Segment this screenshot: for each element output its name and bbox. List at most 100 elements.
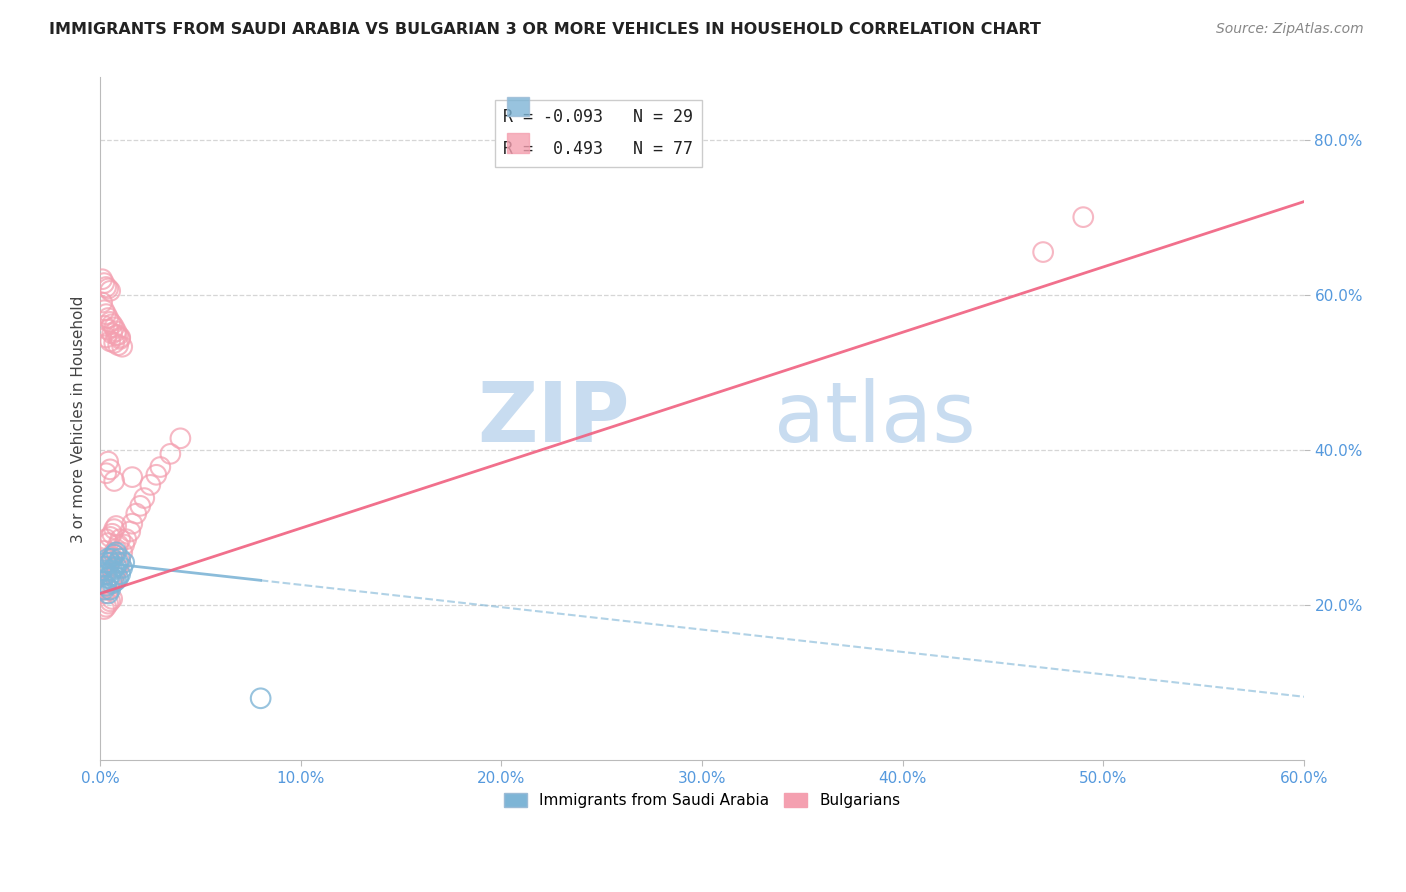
Point <box>108 551 131 566</box>
Point <box>145 467 167 482</box>
Point <box>98 315 121 329</box>
Point <box>97 454 120 468</box>
Bar <box>508 97 529 116</box>
Point <box>101 576 124 591</box>
Point <box>134 491 156 505</box>
Point <box>98 556 121 570</box>
Text: ZIP: ZIP <box>477 378 630 459</box>
Point <box>1071 210 1094 224</box>
Point <box>111 545 134 559</box>
Point <box>97 586 120 600</box>
Point <box>107 328 129 343</box>
Point <box>121 470 143 484</box>
Point <box>129 499 152 513</box>
Point <box>112 538 135 552</box>
Point <box>94 567 117 582</box>
Point <box>93 544 115 558</box>
Point <box>105 328 128 343</box>
Point <box>149 460 172 475</box>
Point <box>103 545 125 559</box>
Point <box>94 556 117 570</box>
Point <box>98 530 121 544</box>
Point <box>105 545 128 559</box>
Point <box>91 574 114 589</box>
Point <box>93 303 115 318</box>
Point <box>111 561 134 575</box>
Point <box>105 559 128 574</box>
Point <box>107 571 129 585</box>
Point <box>105 519 128 533</box>
Point <box>101 591 124 606</box>
Point <box>93 559 115 574</box>
Point <box>103 474 125 488</box>
Y-axis label: 3 or more Vehicles in Household: 3 or more Vehicles in Household <box>72 295 86 542</box>
Point <box>103 548 125 562</box>
Bar <box>508 134 529 153</box>
Point <box>101 549 124 564</box>
Point <box>107 561 129 575</box>
Point <box>93 567 115 582</box>
Point <box>101 526 124 541</box>
Point <box>159 447 181 461</box>
Point <box>98 462 121 476</box>
Point <box>107 538 129 552</box>
Point <box>91 563 114 577</box>
Point <box>108 556 131 570</box>
Point <box>94 307 117 321</box>
Point <box>94 532 117 546</box>
Text: IMMIGRANTS FROM SAUDI ARABIA VS BULGARIAN 3 OR MORE VEHICLES IN HOUSEHOLD CORREL: IMMIGRANTS FROM SAUDI ARABIA VS BULGARIA… <box>49 22 1040 37</box>
Point <box>103 561 125 575</box>
Point <box>105 574 128 588</box>
Point <box>103 320 125 334</box>
Point <box>97 536 120 550</box>
Point <box>97 559 120 574</box>
Point <box>108 532 131 546</box>
Point <box>105 566 128 580</box>
Point <box>120 524 142 539</box>
Point <box>94 579 117 593</box>
Point <box>91 582 114 597</box>
Legend: Immigrants from Saudi Arabia, Bulgarians: Immigrants from Saudi Arabia, Bulgarians <box>498 787 907 814</box>
Point <box>97 311 120 326</box>
Text: R = -0.093   N = 29
R =  0.493   N = 77: R = -0.093 N = 29 R = 0.493 N = 77 <box>503 108 693 158</box>
Point <box>94 599 117 614</box>
Point <box>97 281 120 295</box>
Point <box>101 574 124 588</box>
Text: Source: ZipAtlas.com: Source: ZipAtlas.com <box>1216 22 1364 37</box>
Point <box>108 567 131 582</box>
Point <box>94 467 117 481</box>
Point <box>101 551 124 566</box>
Point <box>93 276 115 290</box>
Point <box>97 597 120 611</box>
Point <box>98 568 121 582</box>
Point <box>103 568 125 582</box>
Point <box>1032 245 1054 260</box>
Point <box>97 323 120 337</box>
Point <box>98 594 121 608</box>
Point <box>98 582 121 597</box>
Point <box>107 556 129 570</box>
Point <box>101 326 124 341</box>
Point <box>93 602 115 616</box>
Point <box>93 582 115 597</box>
Point <box>91 272 114 286</box>
Point <box>91 559 114 574</box>
Point <box>98 576 121 591</box>
Point <box>107 338 129 352</box>
Point <box>93 318 115 333</box>
Point <box>94 280 117 294</box>
Point <box>108 330 131 344</box>
Point <box>97 582 120 597</box>
Point <box>91 295 114 310</box>
Point <box>121 516 143 531</box>
Point <box>103 522 125 536</box>
Point <box>115 532 138 546</box>
Point <box>94 556 117 570</box>
Point <box>97 571 120 585</box>
Point <box>105 542 128 557</box>
Point <box>103 574 125 589</box>
Point <box>139 478 162 492</box>
Point <box>94 330 117 344</box>
Point <box>94 579 117 593</box>
Point <box>249 691 271 706</box>
